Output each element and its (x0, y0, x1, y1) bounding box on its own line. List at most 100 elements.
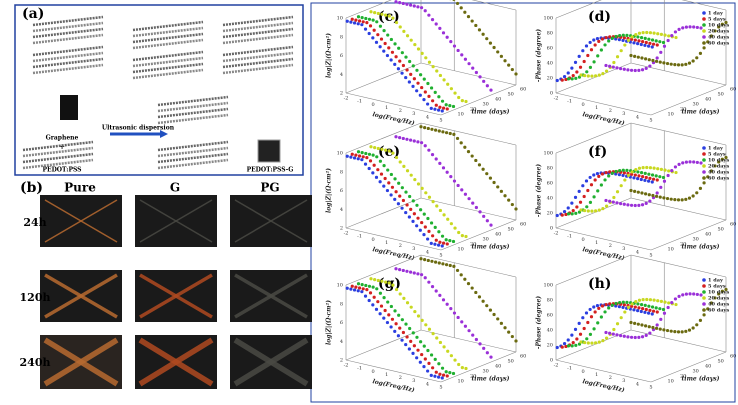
curve-dot (419, 340, 423, 344)
curve-dot (562, 74, 567, 79)
curve-dot (633, 203, 637, 208)
curve-dot (670, 169, 674, 173)
curve-dot (463, 192, 468, 196)
curve-dot (467, 197, 471, 201)
curve-dot (419, 273, 424, 277)
caption: PEDOT:PSS-G (247, 167, 294, 174)
curve-dot (398, 25, 402, 29)
x-tick-label: 2 (399, 108, 402, 114)
curve-dot (453, 226, 457, 230)
sheet (32, 57, 104, 69)
x-tick-label: 1 (595, 105, 598, 111)
curve-dot (634, 33, 638, 37)
curve-dot (626, 173, 631, 177)
curve-dot (645, 297, 649, 302)
curve-dot (659, 185, 663, 189)
curve-dot (633, 189, 637, 193)
curve-dot (441, 130, 445, 134)
legend-swatch (702, 164, 706, 168)
curve-dot (482, 346, 486, 350)
sheet (32, 21, 104, 33)
x-tick-label: -2 (344, 363, 349, 369)
curve-dot (413, 42, 417, 47)
x-tick-label: 3 (622, 246, 625, 252)
curve-dot (434, 128, 438, 132)
z-axis-label: time (days) (682, 244, 720, 251)
curve-dot (626, 335, 630, 339)
curve-dot (401, 1, 405, 6)
row-header: 24h (23, 216, 46, 229)
sheet (157, 158, 229, 170)
curve-dot (376, 146, 380, 151)
x-tick-label: -2 (554, 363, 559, 369)
x-tick-label: 3 (412, 111, 415, 117)
curve-dot (640, 323, 644, 327)
legend-label: 60 days (708, 176, 729, 182)
curve-dot (423, 9, 427, 13)
curve-dot (720, 157, 724, 161)
curve-dot (614, 301, 618, 306)
curve-dot (566, 344, 571, 348)
curve-dot (651, 42, 656, 46)
y-tick-label: 60 (547, 46, 553, 52)
curve-dot (396, 334, 401, 338)
curve-dot (592, 38, 596, 42)
curve-dot (371, 171, 375, 175)
curve-dot (570, 201, 574, 205)
curve-dot (401, 63, 406, 68)
curve-dot (374, 40, 379, 44)
curve-dot (371, 36, 375, 40)
curve-dot (446, 349, 450, 353)
curve-dot (650, 45, 654, 49)
curve-dot (464, 99, 468, 104)
curve-dot (463, 57, 468, 61)
sheet (157, 146, 229, 158)
curve-dot (448, 370, 452, 375)
curve-dot (374, 307, 379, 311)
curve-dot (658, 307, 662, 311)
curve-dot (364, 16, 368, 21)
curve-dot (420, 318, 424, 323)
curve-dot (405, 203, 409, 207)
y-tick-label: 4 (340, 339, 343, 345)
curve-dot (438, 372, 442, 376)
curve-dot (368, 159, 373, 163)
curve-dot (378, 291, 383, 295)
curve-dot (651, 58, 655, 63)
curve-dot (457, 362, 461, 367)
curve-dot (681, 293, 685, 297)
curve-dot (713, 296, 717, 300)
curve-dot (644, 66, 648, 70)
curve-dot (365, 288, 369, 292)
curve-dot (423, 357, 427, 361)
curve-dot (418, 228, 422, 232)
curve-dot (430, 152, 435, 157)
curve-dot (448, 103, 452, 108)
curve-dot (622, 303, 626, 307)
curve-dot (451, 104, 456, 109)
curve-dot (429, 241, 433, 245)
z-tick-label: 30 (693, 102, 699, 108)
curve-dot (394, 287, 399, 292)
curve-dot (385, 188, 390, 193)
curve-dot (437, 362, 441, 366)
caption: Graphene (46, 135, 79, 142)
curve-dot (658, 175, 662, 179)
curve-dot (597, 174, 601, 179)
curve-dot (411, 331, 415, 335)
curve-dot (384, 13, 388, 17)
y-tick-label: 6 (340, 188, 343, 194)
x-tick-label: -2 (554, 231, 559, 237)
legend-label: 1 day (708, 278, 724, 284)
curve-dot (376, 11, 380, 16)
curve-dot (577, 54, 581, 58)
curve-dot (380, 147, 384, 151)
vial (60, 95, 78, 120)
curve-dot (666, 38, 670, 43)
curve-dot (369, 277, 373, 281)
curve-dot (610, 36, 614, 40)
curve-dot (586, 320, 590, 325)
curve-dot (412, 4, 416, 8)
curve-dot (398, 292, 402, 296)
y-tick-label: 80 (547, 166, 553, 172)
